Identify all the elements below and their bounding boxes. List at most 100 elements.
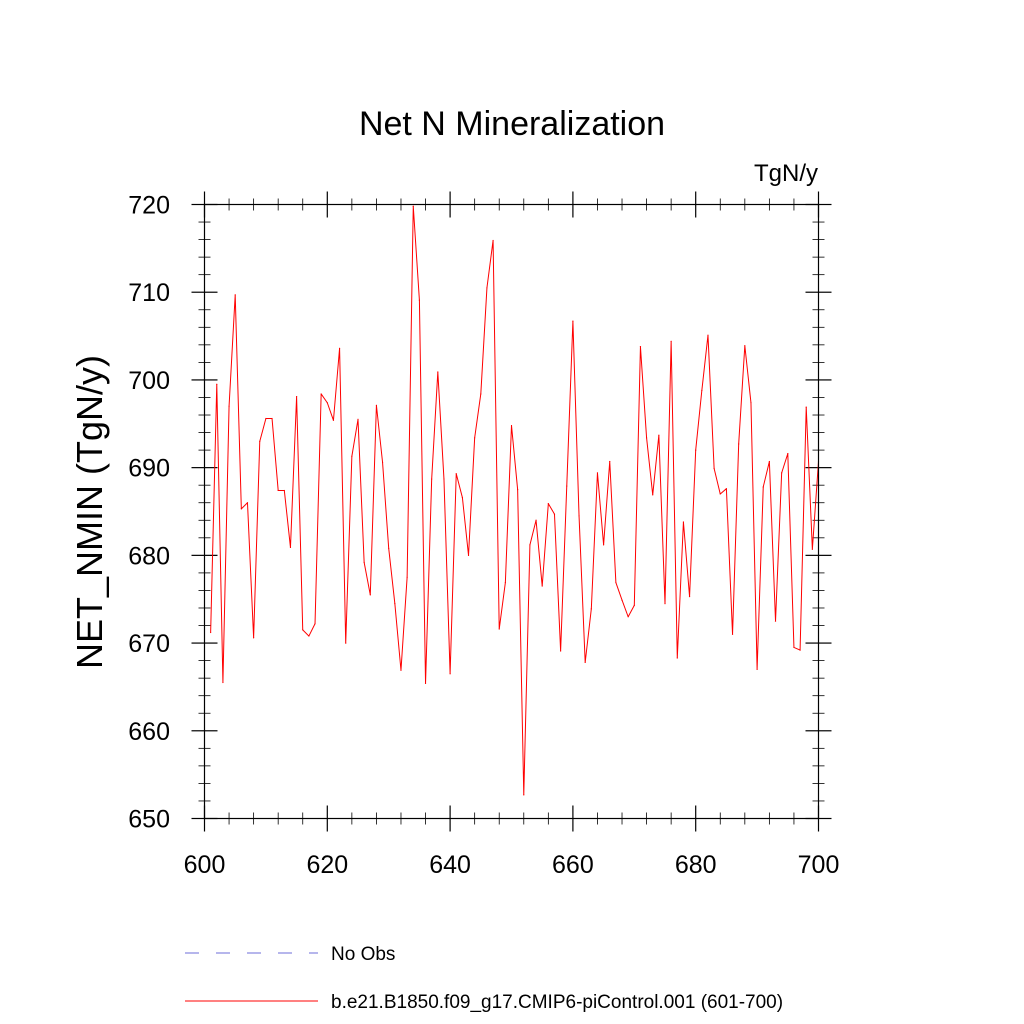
x-tick-label: 700 — [798, 851, 840, 879]
data-point — [572, 320, 574, 322]
data-point — [351, 455, 353, 457]
y-tick-label: 680 — [128, 542, 170, 570]
data-point — [259, 440, 261, 442]
data-point — [633, 604, 635, 606]
data-point — [437, 371, 439, 373]
data-point — [357, 418, 359, 420]
data-point — [658, 434, 660, 436]
data-point — [535, 519, 537, 521]
data-point — [216, 383, 218, 385]
data-point — [265, 417, 267, 420]
data-point — [793, 646, 795, 649]
data-point — [314, 623, 316, 625]
data-point — [326, 402, 328, 404]
data-point — [246, 502, 249, 504]
data-point — [787, 453, 789, 455]
data-point — [406, 576, 408, 578]
data-point — [670, 340, 672, 342]
data-point — [431, 478, 433, 480]
data-point — [480, 393, 482, 395]
data-point — [523, 794, 525, 796]
data-point — [805, 406, 807, 408]
data-point — [701, 389, 703, 392]
data-point — [517, 488, 519, 491]
legend: No Obs b.e21.B1850.f09_g17.CMIP6-piContr… — [185, 944, 783, 1013]
chart-title: Net N Mineralization — [359, 105, 665, 143]
data-point — [222, 681, 224, 684]
data-point — [664, 603, 666, 605]
data-point — [621, 599, 623, 601]
data-point — [731, 633, 734, 635]
data-point — [210, 631, 212, 634]
y-tick-labels: 650 660 670 680 690 700 710 720 — [128, 192, 170, 834]
data-point — [774, 620, 777, 622]
data-point — [240, 508, 242, 510]
data-point — [688, 595, 691, 598]
major-ticks — [191, 191, 832, 832]
x-tick-label: 660 — [552, 851, 594, 879]
data-point — [603, 544, 605, 546]
data-point — [578, 515, 580, 517]
legend-label-model: b.e21.B1850.f09_g17.CMIP6-piControl.001 … — [331, 992, 783, 1013]
data-point — [799, 649, 801, 651]
data-point — [332, 419, 335, 421]
units-label: TgN/y — [754, 160, 818, 187]
data-point — [308, 635, 310, 637]
data-point — [228, 405, 230, 407]
data-point — [320, 393, 322, 395]
data-point — [713, 467, 715, 470]
data-point — [400, 669, 402, 671]
y-tick-label: 720 — [128, 192, 170, 220]
data-point — [762, 486, 764, 488]
data-point — [529, 544, 531, 546]
x-tick-label: 620 — [306, 851, 348, 879]
data-point — [541, 585, 543, 587]
data-point — [412, 205, 414, 207]
y-axis-label: NET_NMIN (TgN/y) — [69, 355, 110, 669]
data-point — [289, 546, 292, 549]
data-point — [338, 347, 341, 349]
data-point — [504, 581, 506, 584]
data-point — [627, 616, 629, 618]
y-tick-label: 710 — [128, 279, 170, 307]
data-point — [234, 294, 236, 296]
data-point — [768, 460, 770, 463]
y-tick-label: 660 — [128, 718, 170, 746]
data-point — [345, 642, 347, 644]
data-point — [271, 417, 273, 420]
data-point — [811, 548, 813, 550]
data-point — [560, 650, 562, 652]
data-point — [609, 460, 611, 463]
x-tick-label: 680 — [675, 851, 717, 879]
data-point — [455, 473, 457, 475]
data-point — [615, 581, 617, 584]
plot-frame — [203, 203, 820, 820]
data-point — [277, 489, 279, 492]
data-point — [296, 395, 298, 398]
data-point — [676, 657, 678, 659]
x-tick-label: 600 — [184, 851, 226, 879]
data-point — [566, 485, 568, 487]
data-point — [547, 503, 549, 505]
data-point — [510, 424, 513, 427]
y-tick-label: 690 — [128, 455, 170, 483]
data-point — [695, 449, 697, 451]
data-point — [461, 496, 463, 499]
data-point — [381, 461, 384, 463]
data-point — [725, 488, 728, 490]
data-point — [369, 594, 371, 596]
data-point — [363, 561, 365, 563]
data-point — [682, 521, 685, 523]
data-point — [553, 513, 556, 515]
data-point — [781, 472, 783, 474]
data-points — [210, 205, 820, 796]
y-tick-label: 700 — [128, 367, 170, 395]
minor-ticks — [198, 198, 825, 825]
data-point — [474, 437, 476, 439]
data-point — [418, 299, 420, 301]
data-point — [388, 547, 390, 549]
data-point — [584, 661, 586, 663]
data-point — [486, 287, 488, 289]
x-tick-label: 640 — [429, 851, 471, 879]
